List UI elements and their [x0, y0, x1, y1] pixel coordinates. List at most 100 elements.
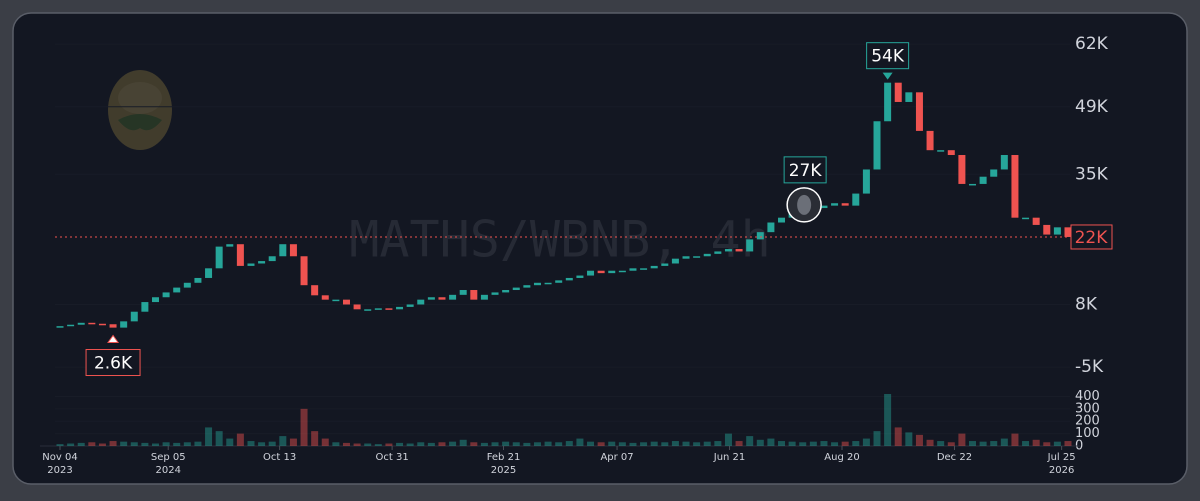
candle-body	[226, 244, 234, 247]
volume-bar	[151, 443, 159, 446]
candle-body	[268, 256, 276, 262]
candle-body	[120, 321, 128, 328]
candle-body	[491, 292, 499, 295]
candle-body	[77, 322, 85, 325]
candle-body	[831, 203, 839, 206]
candle-body	[353, 304, 361, 310]
annotation-label: 27K	[789, 161, 823, 181]
volume-bar	[746, 436, 754, 446]
volume-bar	[311, 431, 319, 446]
volume-bar	[703, 441, 711, 446]
avatar-face	[797, 194, 812, 215]
candle-body	[841, 203, 849, 206]
volume-bar	[417, 442, 425, 446]
candle-body	[703, 253, 711, 257]
candle-body	[937, 150, 945, 152]
x-tick-label: Oct 31	[376, 452, 409, 463]
annotation-label: 54K	[871, 47, 905, 67]
volume-bar	[332, 442, 340, 446]
candle-body	[990, 169, 998, 177]
candle-body	[714, 251, 722, 254]
candle-body	[873, 121, 881, 170]
volume-bar	[67, 443, 75, 446]
x-tick-label: Jul 25	[1047, 452, 1076, 463]
volume-bar	[258, 442, 266, 446]
volume-bar	[905, 432, 913, 446]
candle-body	[512, 287, 520, 291]
candle-body	[746, 239, 754, 252]
candle-body	[342, 299, 350, 305]
y-tick-label: 8K	[1075, 294, 1098, 314]
volume-bar	[470, 442, 478, 446]
volume-bar	[1000, 438, 1008, 446]
candle-body	[438, 297, 446, 300]
volume-bar	[544, 441, 552, 446]
candle-body	[894, 82, 902, 102]
volume-bar	[576, 438, 584, 446]
x-tick-label: Feb 21	[487, 452, 521, 463]
candle-body	[56, 326, 64, 328]
volume-bar	[98, 443, 106, 446]
x-tick-label: Sep 05	[151, 452, 186, 463]
volume-bar	[767, 438, 775, 446]
volume-bar	[1043, 442, 1051, 446]
candle-body	[576, 275, 584, 278]
volume-bar	[608, 441, 616, 446]
volume-bar	[56, 444, 64, 446]
volume-bar	[533, 442, 541, 446]
volume-tick-label: 200	[1075, 414, 1100, 429]
candle-body	[629, 268, 637, 271]
candle-body	[151, 297, 159, 303]
candle-body	[650, 265, 658, 269]
volume-bar	[799, 442, 807, 446]
candle-body	[767, 222, 775, 233]
candle-body	[1011, 155, 1019, 218]
candle-body	[778, 217, 786, 223]
candle-body	[1064, 227, 1072, 237]
volume-bar	[289, 438, 297, 446]
candle-body	[300, 256, 308, 286]
candle-body	[1043, 224, 1051, 235]
candle-body	[311, 285, 319, 296]
x-tick-label: Aug 20	[824, 452, 859, 463]
candle-body	[915, 92, 923, 131]
candle-body	[374, 308, 382, 310]
candle-body	[289, 244, 297, 257]
volume-bar	[130, 442, 138, 446]
volume-bar	[88, 442, 96, 446]
candle-body	[523, 285, 531, 288]
x-tick-label: Dec 22	[937, 452, 972, 463]
volume-bar	[926, 439, 934, 446]
volume-bar	[480, 442, 488, 446]
annotation-box	[85, 349, 141, 377]
volume-bar	[342, 442, 350, 446]
candle-body	[724, 249, 732, 252]
candle-body	[109, 324, 117, 328]
volume-bar	[396, 442, 404, 446]
volume-bar	[693, 442, 701, 446]
volume-bar	[512, 442, 520, 446]
y-tick-label: 49K	[1075, 97, 1109, 117]
candle-body	[1053, 227, 1061, 235]
volume-bar	[958, 433, 966, 446]
candle-body	[1022, 217, 1030, 220]
volume-bar	[884, 394, 892, 446]
y-tick-label: 62K	[1075, 34, 1109, 54]
volume-bar	[788, 441, 796, 446]
volume-bar	[671, 441, 679, 446]
candle-body	[852, 193, 860, 206]
volume-bar	[597, 442, 605, 446]
volume-bar	[300, 408, 308, 446]
candle-body	[364, 309, 372, 311]
volume-tick-label: 300	[1075, 401, 1100, 416]
volume-bar	[205, 427, 213, 446]
candle-body	[321, 295, 329, 300]
low-marker	[107, 334, 120, 344]
volume-bar	[1064, 441, 1072, 446]
volume-bar	[247, 441, 255, 446]
candle-body	[979, 176, 987, 184]
x-tick-year: 2023	[47, 465, 72, 476]
volume-bar	[937, 441, 945, 446]
